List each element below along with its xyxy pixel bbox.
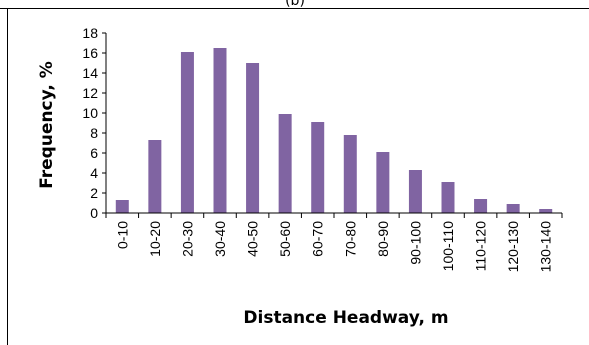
x-tick-label: 120-130 (505, 221, 521, 273)
bar-40-50 (246, 63, 260, 213)
x-tick-label: 20-30 (179, 221, 195, 257)
y-tick-label: 10 (82, 105, 98, 121)
x-tick-label: 110-120 (473, 221, 489, 272)
x-tick-label: 100-110 (440, 221, 456, 272)
bar-60-70 (311, 122, 325, 213)
bar-30-40 (213, 48, 227, 213)
bar-120-130 (506, 204, 520, 213)
bar-70-80 (343, 135, 357, 213)
y-tick-label: 8 (90, 125, 98, 141)
y-axis-ticks: 0 2 4 6 8 10 12 14 16 18 (82, 25, 106, 221)
bar-100-110 (441, 182, 455, 213)
x-tick-label: 0-10 (114, 221, 130, 249)
x-tick-label: 60-70 (310, 221, 326, 257)
x-axis-title: Distance Headway, m (243, 308, 448, 328)
y-tick-label: 12 (82, 85, 98, 101)
figure-label: (b) (285, 0, 305, 9)
y-tick-label: 0 (90, 205, 98, 221)
bar-20-30 (180, 52, 194, 213)
y-axis-title: Frequency, % (37, 61, 57, 189)
bar-110-120 (474, 199, 488, 213)
bar-130-140 (539, 209, 553, 213)
y-tick-label: 16 (82, 45, 98, 61)
x-tick-label: 50-60 (277, 221, 293, 257)
x-tick-label: 30-40 (212, 221, 228, 257)
x-tick-label: 130-140 (538, 221, 554, 273)
y-tick-label: 14 (82, 65, 98, 81)
bar-50-60 (278, 114, 292, 213)
bars (115, 48, 553, 213)
bar-0-10 (115, 200, 129, 213)
bar-90-100 (408, 170, 422, 213)
x-tick-label: 10-20 (147, 221, 163, 257)
x-tick-label: 90-100 (407, 221, 423, 265)
x-axis-ticks: 0-10 10-20 20-30 30-40 40-50 50-60 60-70 70-80 8… (105, 213, 563, 273)
bar-10-20 (148, 140, 162, 213)
x-tick-label: 40-50 (245, 221, 261, 257)
y-tick-label: 2 (90, 185, 98, 201)
x-tick-label: 70-80 (342, 221, 358, 257)
y-tick-label: 18 (82, 25, 98, 41)
y-tick-label: 4 (90, 165, 98, 181)
x-tick-label: 80-90 (375, 221, 391, 257)
bar-80-90 (376, 152, 390, 213)
y-tick-label: 6 (90, 145, 98, 161)
